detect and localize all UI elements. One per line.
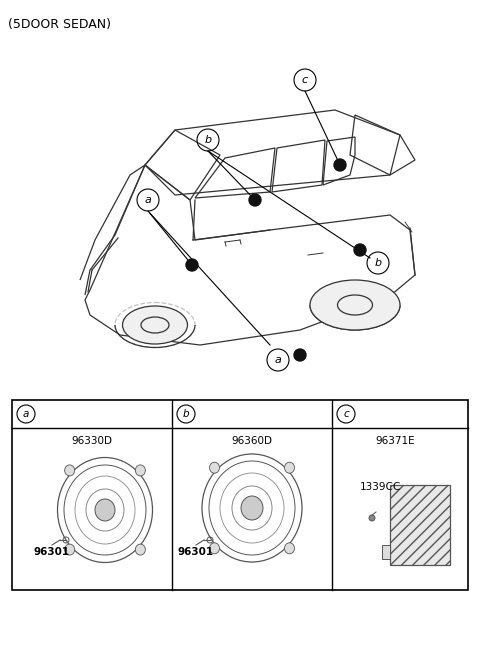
Ellipse shape (210, 462, 219, 473)
Text: b: b (183, 409, 189, 419)
Ellipse shape (95, 499, 115, 521)
Text: (5DOOR SEDAN): (5DOOR SEDAN) (8, 18, 111, 31)
Ellipse shape (210, 543, 219, 554)
Bar (382, 545, 390, 559)
Ellipse shape (285, 543, 294, 554)
Bar (390, 485, 450, 565)
Circle shape (354, 244, 366, 256)
Text: a: a (144, 195, 151, 205)
Text: c: c (343, 409, 349, 419)
Circle shape (334, 159, 346, 171)
Text: b: b (374, 258, 382, 268)
Circle shape (186, 259, 198, 271)
Text: 96301: 96301 (178, 547, 214, 557)
Text: a: a (23, 409, 29, 419)
Text: 96301: 96301 (34, 547, 70, 557)
Circle shape (249, 194, 261, 206)
Ellipse shape (122, 306, 188, 344)
Ellipse shape (241, 496, 263, 520)
Ellipse shape (310, 280, 400, 330)
Text: a: a (275, 355, 281, 365)
Text: 96371E: 96371E (375, 436, 415, 446)
Text: c: c (302, 75, 308, 85)
Ellipse shape (135, 465, 145, 476)
Bar (12, 400, 468, 590)
Ellipse shape (65, 465, 75, 476)
Circle shape (294, 349, 306, 361)
Text: b: b (204, 135, 212, 145)
Text: 96360D: 96360D (231, 436, 273, 446)
Ellipse shape (135, 544, 145, 555)
Circle shape (369, 515, 375, 521)
Text: 96330D: 96330D (72, 436, 112, 446)
Ellipse shape (285, 462, 294, 473)
Text: 1339CC: 1339CC (360, 482, 401, 492)
Ellipse shape (65, 544, 75, 555)
